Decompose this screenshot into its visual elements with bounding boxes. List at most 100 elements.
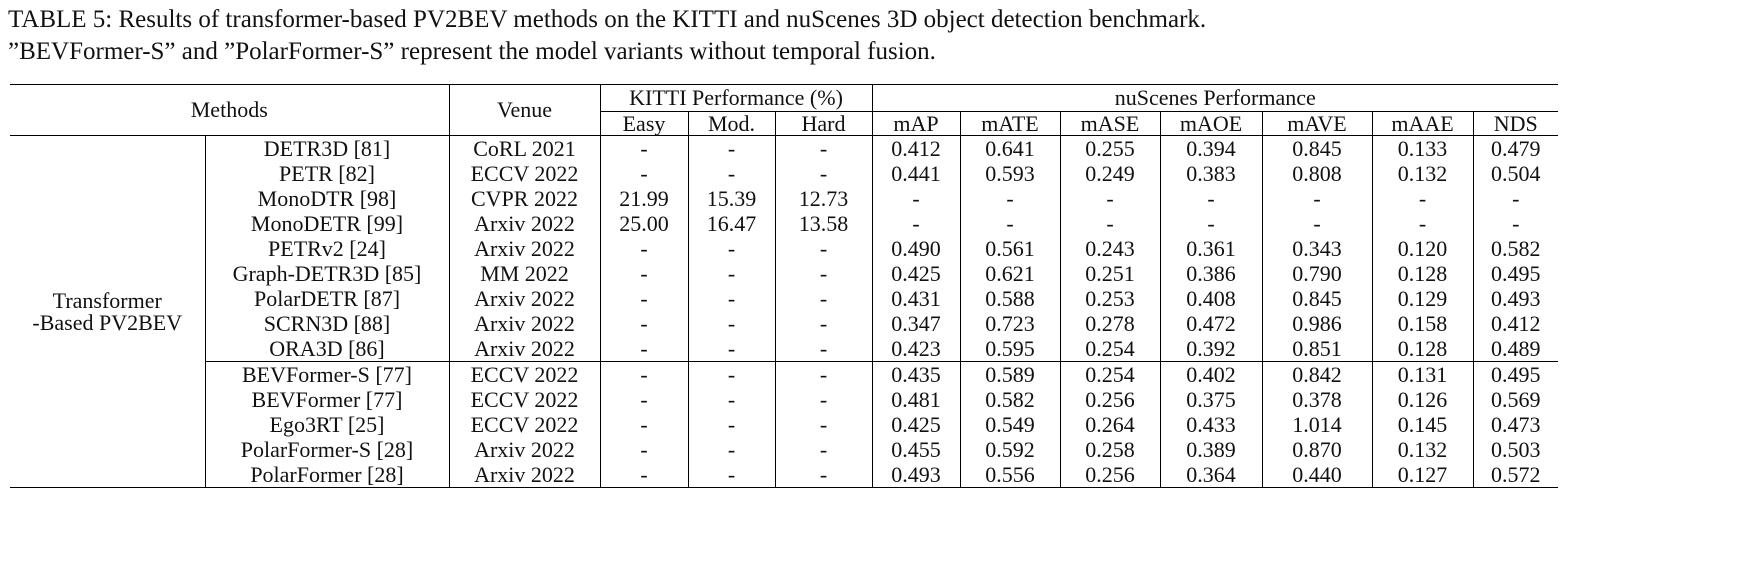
value-cell: 0.441 <box>872 161 961 186</box>
table-row: BEVFormer [77] ECCV 2022- - -0.481 0.582 0.25… <box>10 387 1558 412</box>
value-cell: 0.251 <box>1060 261 1161 286</box>
value-cell: - <box>1060 211 1161 236</box>
method-cell: PETRv2 [24] <box>205 236 450 261</box>
venue-cell: ECCV 2022 <box>449 161 601 186</box>
table-row: Graph-DETR3D [85] MM 2022- - -0.425 0.621 0.2… <box>10 261 1558 286</box>
value-cell: - <box>600 236 689 261</box>
value-cell: - <box>688 361 776 387</box>
value-cell: 0.588 <box>960 286 1061 311</box>
value-cell: 0.256 <box>1060 462 1161 488</box>
value-cell: 0.383 <box>1160 161 1263 186</box>
value-cell: - <box>1512 210 1520 236</box>
value-cell: - <box>600 361 689 387</box>
value-cell: 0.473 <box>1491 411 1541 437</box>
value-cell: - <box>688 412 776 437</box>
method-cell: SCRN3D [88] <box>205 311 450 336</box>
value-cell: 0.455 <box>872 437 961 462</box>
value-cell: - <box>600 462 689 488</box>
value-cell: - <box>688 286 776 311</box>
value-cell: 25.00 <box>600 211 689 236</box>
method-cell: MonoDTR [98] <box>205 186 450 211</box>
value-cell: 0.386 <box>1160 261 1263 286</box>
value-cell: 0.561 <box>960 236 1061 261</box>
value-cell: 0.158 <box>1372 311 1474 336</box>
value-cell: 0.433 <box>1160 412 1263 437</box>
value-cell: 0.412 <box>1491 310 1541 336</box>
column-header: mATE <box>960 111 1061 136</box>
table-row: PETR [82] ECCV 2022- - -0.441 0.593 0.249 0.38… <box>10 161 1558 186</box>
value-cell: - <box>960 211 1061 236</box>
value-cell: 13.58 <box>775 211 873 236</box>
header-row: Easy Mod. Hard mAP mATE mASE mAOE mAVE mAAE NDS <box>10 111 1559 136</box>
value-cell: - <box>775 462 873 488</box>
value-cell: 0.569 <box>1491 386 1541 412</box>
table-row: MonoDTR [98] CVPR 2022 21.99 15.39 12.73- - - -… <box>10 186 1558 211</box>
value-cell: 0.243 <box>1060 236 1161 261</box>
value-cell: 0.582 <box>960 387 1061 412</box>
value-cell: 0.127 <box>1372 462 1474 488</box>
table-row: SCRN3D [88] Arxiv 2022- - -0.347 0.723 0.278 0… <box>10 311 1558 336</box>
method-cell: PolarDETR [87] <box>205 286 450 311</box>
venue-cell: ECCV 2022 <box>449 387 601 412</box>
table-row: PETRv2 [24] Arxiv 2022- - -0.490 0.561 0.243 0… <box>10 236 1558 261</box>
table-row: Ego3RT [25] ECCV 2022- - -0.425 0.549 0.264 0.… <box>10 412 1558 437</box>
value-cell: - <box>600 336 689 362</box>
value-cell: 0.723 <box>960 311 1061 336</box>
value-cell: - <box>688 437 776 462</box>
value-cell: 0.378 <box>1262 387 1373 412</box>
column-header: Hard <box>775 111 873 136</box>
value-cell: 0.364 <box>1160 462 1263 488</box>
value-cell: 0.572 <box>1473 462 1559 488</box>
value-cell: - <box>775 387 873 412</box>
value-cell: - <box>600 161 689 186</box>
value-cell: 0.132 <box>1372 161 1474 186</box>
value-cell: - <box>1512 185 1520 211</box>
method-cell: BEVFormer [77] <box>205 387 450 412</box>
header-row: Methods Venue KITTI Performance (%) nuScene… <box>10 84 1559 136</box>
value-cell: 15.39 <box>688 186 776 211</box>
venue-cell: Arxiv 2022 <box>449 286 601 311</box>
value-cell: 0.479 <box>1491 135 1541 161</box>
value-cell: 0.986 <box>1262 311 1373 336</box>
value-cell: 0.264 <box>1060 412 1161 437</box>
value-cell: 0.472 <box>1160 311 1263 336</box>
value-cell: 0.549 <box>960 412 1061 437</box>
header-cell: KITTI Performance (%) <box>600 84 873 112</box>
value-cell: 0.481 <box>872 387 961 412</box>
value-cell: 0.641 <box>960 135 1061 161</box>
value-cell: 0.402 <box>1160 361 1263 387</box>
method-cell: BEVFormer-S [77] <box>205 361 450 387</box>
header-cell: Methods <box>10 84 450 136</box>
value-cell: - <box>1372 186 1474 211</box>
value-cell: 0.145 <box>1372 412 1474 437</box>
column-header: mASE <box>1060 111 1161 136</box>
value-cell: 0.343 <box>1262 236 1373 261</box>
value-cell: 16.47 <box>688 211 776 236</box>
method-cell: ORA3D [86] <box>205 336 450 362</box>
value-cell: 0.131 <box>1372 361 1474 387</box>
value-cell: - <box>1262 186 1373 211</box>
group-cell: Transformer -Based PV2BEV <box>10 135 206 488</box>
value-cell: 0.842 <box>1262 361 1373 387</box>
value-cell: - <box>600 135 689 161</box>
value-cell: - <box>775 336 873 362</box>
venue-cell: Arxiv 2022 <box>449 311 601 336</box>
value-cell: 0.375 <box>1160 387 1263 412</box>
table-row: BEVFormer-S [77] ECCV 2022- - -0.435 0.589 0.… <box>10 361 1559 387</box>
value-cell: - <box>775 236 873 261</box>
column-header: mAAE <box>1372 111 1474 136</box>
value-cell: - <box>775 311 873 336</box>
group-label: -Based PV2BEV <box>32 309 183 335</box>
value-cell: 0.347 <box>872 311 961 336</box>
caption-line: ”BEVFormer-S” and ”PolarFormer-S” repres… <box>8 38 936 65</box>
value-cell: 0.503 <box>1491 436 1541 462</box>
value-cell: - <box>600 412 689 437</box>
value-cell: 0.394 <box>1160 135 1263 161</box>
value-cell: 0.593 <box>960 161 1061 186</box>
venue-cell: CoRL 2021 <box>449 135 601 161</box>
value-cell: 0.845 <box>1262 286 1373 311</box>
table-row: MonoDETR [99] Arxiv 2022 25.00 16.47 13.58- -… <box>10 211 1558 236</box>
value-cell: - <box>688 161 776 186</box>
table-row: PolarFormer [28] Arxiv 2022- - -0.493 0.556 0… <box>10 462 1559 488</box>
value-cell: 0.493 <box>872 462 961 488</box>
